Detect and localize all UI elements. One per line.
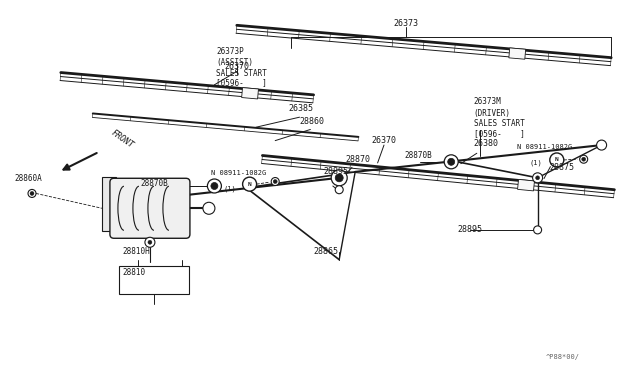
FancyBboxPatch shape	[110, 178, 190, 238]
Circle shape	[30, 192, 34, 195]
Text: SALES START: SALES START	[474, 119, 524, 128]
Circle shape	[207, 179, 221, 193]
Circle shape	[596, 140, 607, 150]
Text: (1): (1)	[529, 160, 542, 166]
FancyBboxPatch shape	[119, 266, 189, 294]
Text: 28870B: 28870B	[404, 151, 432, 160]
Text: 26373M: 26373M	[474, 97, 501, 106]
Circle shape	[335, 174, 343, 182]
Text: [0596-    ]: [0596- ]	[474, 129, 524, 138]
Text: 28895: 28895	[323, 167, 348, 176]
Circle shape	[145, 237, 155, 247]
Circle shape	[582, 157, 586, 161]
Text: 28865: 28865	[314, 247, 339, 256]
Circle shape	[243, 177, 257, 191]
Circle shape	[203, 202, 215, 214]
Text: (DRIVER): (DRIVER)	[474, 109, 511, 118]
Circle shape	[148, 240, 152, 244]
Circle shape	[550, 153, 564, 167]
Text: N: N	[555, 157, 559, 163]
Text: 26373: 26373	[394, 19, 419, 28]
Circle shape	[211, 183, 218, 189]
Text: 26370: 26370	[224, 62, 250, 71]
Text: SALES START: SALES START	[216, 68, 267, 77]
Circle shape	[273, 180, 277, 183]
Circle shape	[28, 189, 36, 198]
Text: 28860: 28860	[300, 117, 324, 126]
Text: (ASSIST): (ASSIST)	[216, 58, 253, 67]
Text: 28860A: 28860A	[14, 174, 42, 183]
Circle shape	[580, 155, 588, 163]
Text: 26370: 26370	[371, 136, 397, 145]
Text: (1): (1)	[223, 186, 236, 192]
Circle shape	[534, 226, 541, 234]
Circle shape	[332, 170, 348, 186]
Text: N 08911-1082G: N 08911-1082G	[211, 170, 266, 176]
Text: 26373P: 26373P	[216, 46, 244, 55]
Text: 28875: 28875	[549, 163, 574, 172]
FancyBboxPatch shape	[102, 177, 116, 231]
Circle shape	[598, 141, 605, 149]
Text: N 08911-1082G: N 08911-1082G	[517, 144, 572, 150]
Text: 26380: 26380	[474, 139, 499, 148]
Text: ^P88*00/: ^P88*00/	[546, 354, 580, 360]
Circle shape	[444, 155, 458, 169]
Text: 28895: 28895	[458, 225, 483, 234]
Text: FRONT: FRONT	[109, 128, 135, 150]
Polygon shape	[242, 87, 259, 99]
Text: 26385: 26385	[288, 105, 313, 113]
Circle shape	[448, 158, 454, 165]
Text: 28870: 28870	[346, 155, 371, 164]
Circle shape	[271, 177, 279, 186]
Text: N: N	[248, 182, 252, 187]
Circle shape	[536, 176, 540, 180]
Circle shape	[335, 186, 343, 194]
Text: 28870B: 28870B	[141, 179, 168, 188]
Text: 28810H: 28810H	[123, 247, 150, 256]
Circle shape	[335, 174, 343, 182]
Circle shape	[532, 173, 543, 183]
Text: 28810: 28810	[123, 268, 146, 277]
Polygon shape	[509, 48, 525, 59]
Text: [0596-    ]: [0596- ]	[216, 78, 267, 87]
Polygon shape	[518, 179, 534, 191]
